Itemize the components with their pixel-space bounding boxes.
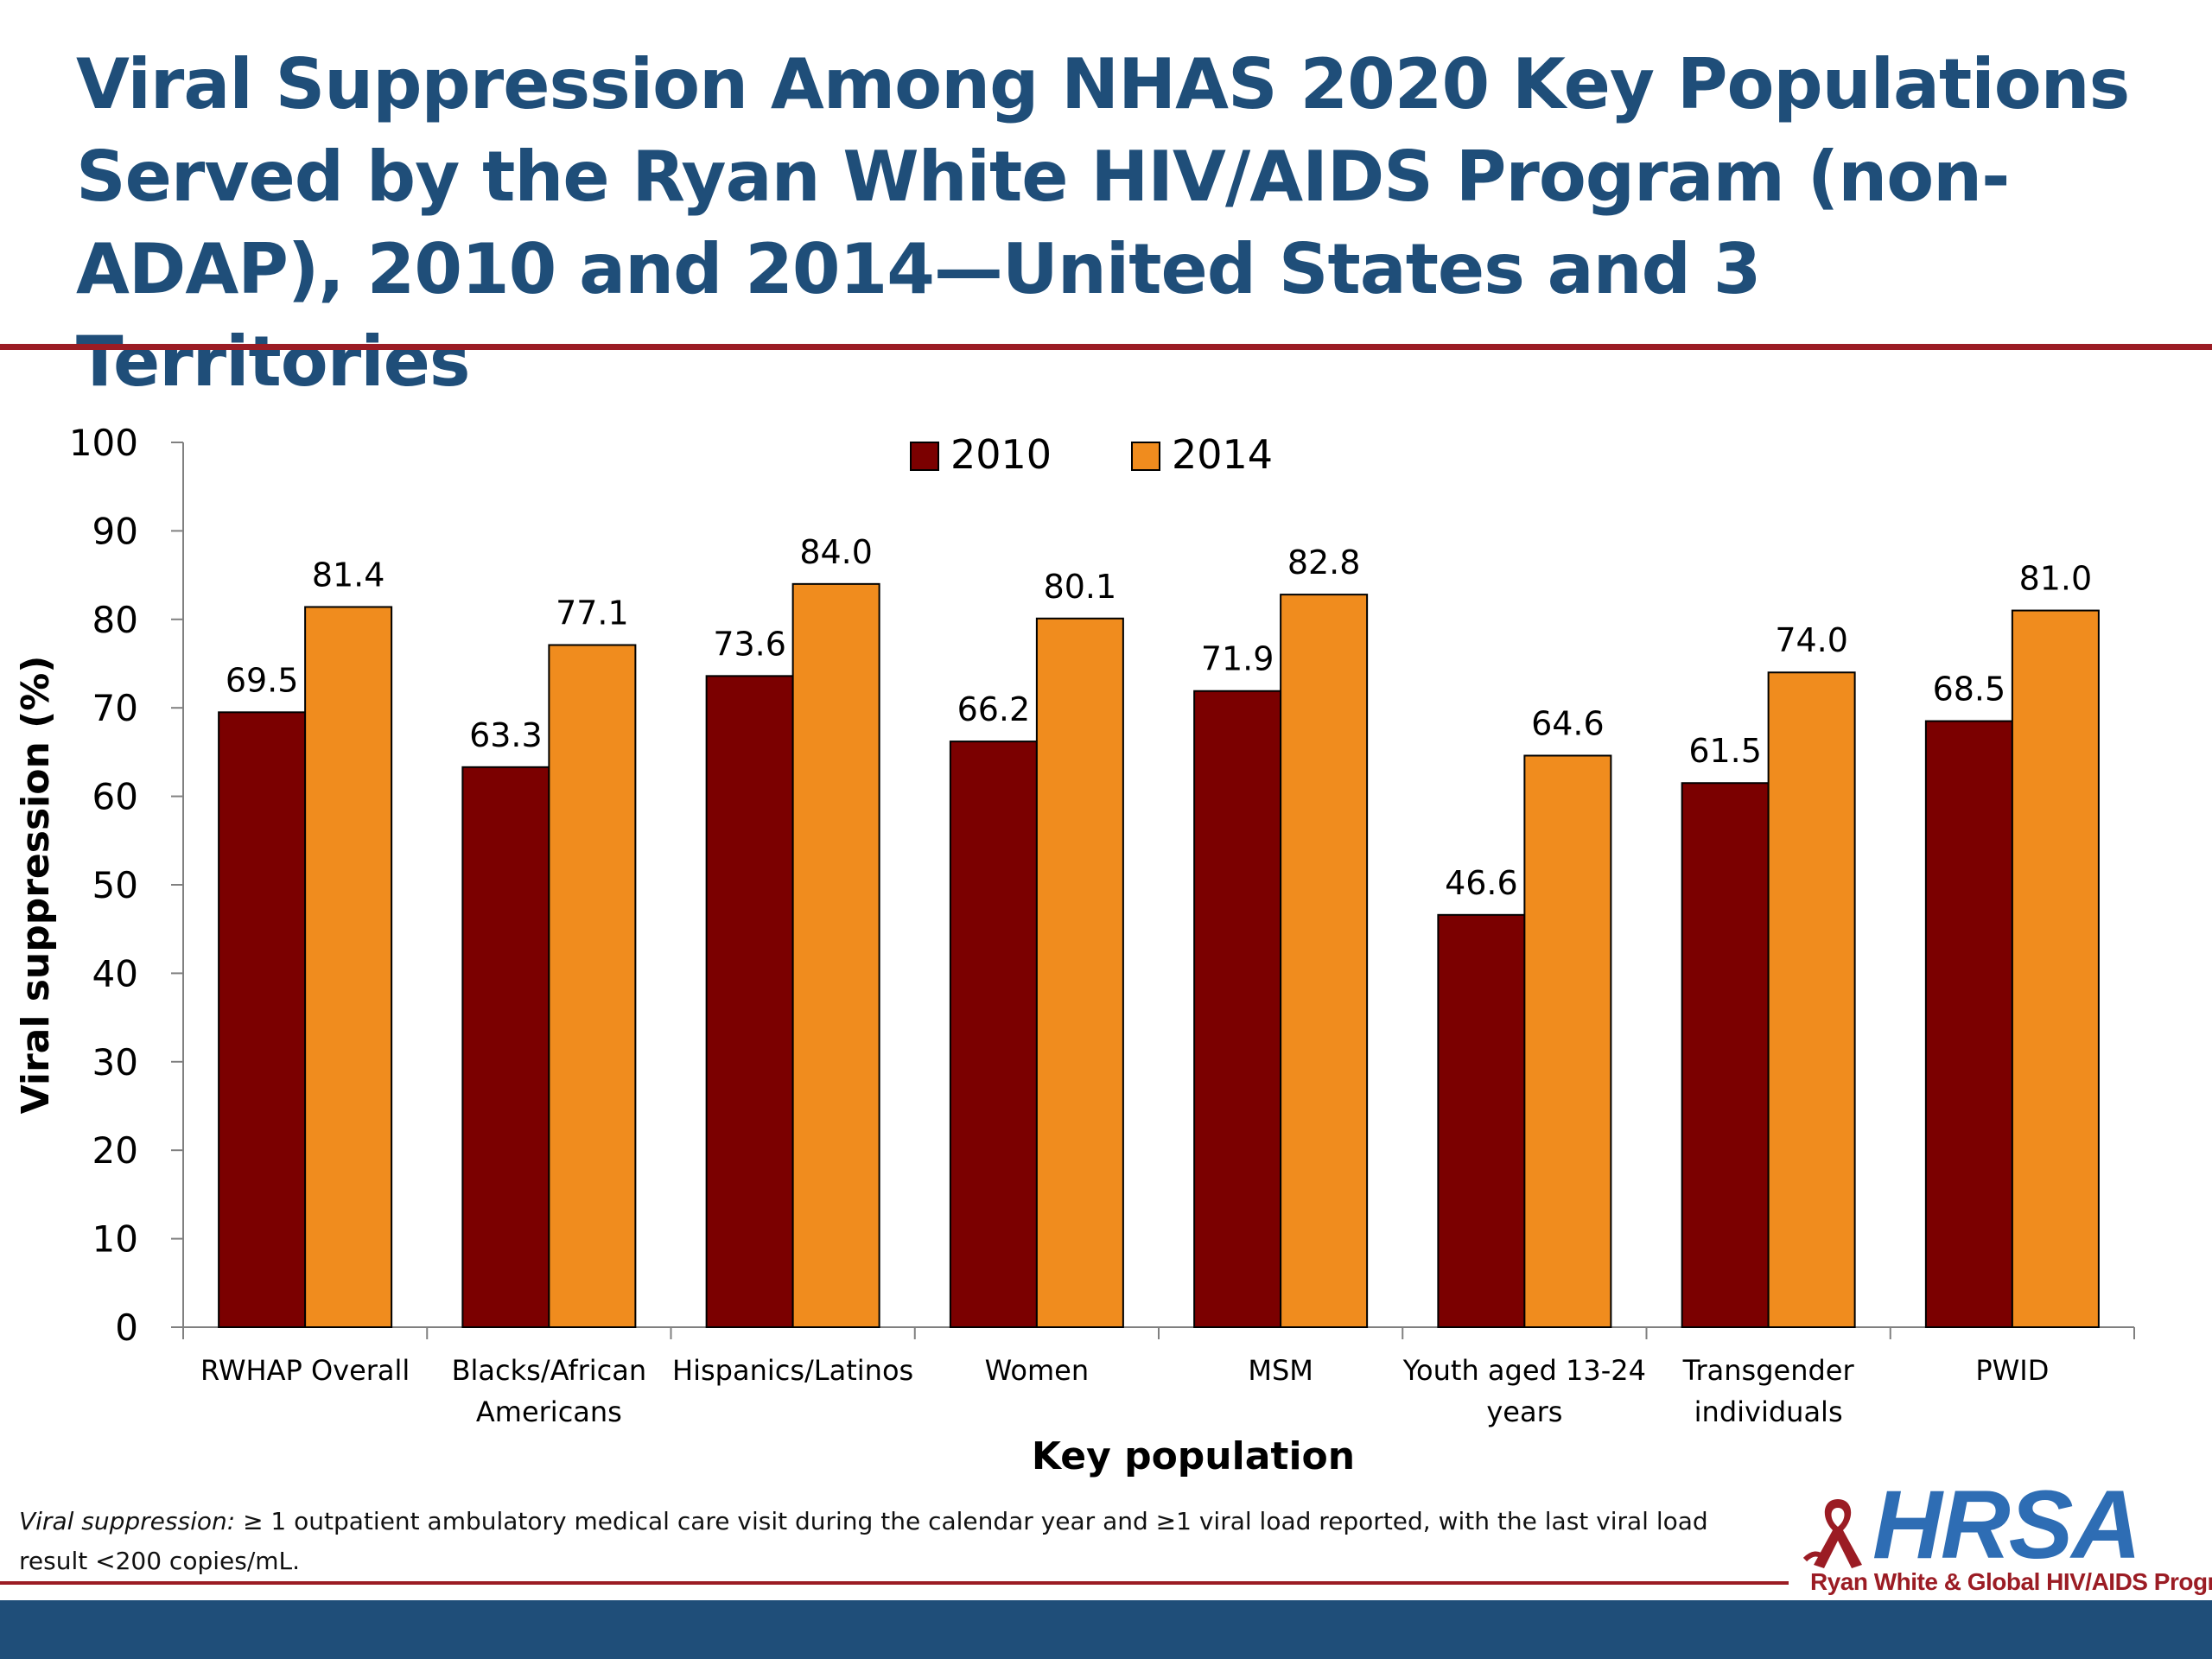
legend-label-2014: 2014 xyxy=(1172,431,1273,478)
legend-swatch-2014 xyxy=(1131,442,1160,471)
bottom-band xyxy=(0,1600,2212,1659)
y-tick-label: 60 xyxy=(92,776,138,818)
hrsa-logo: HRSA Ryan White & Global HIV/AIDS Progra… xyxy=(1802,1477,2212,1595)
data-label-2010: 66.2 xyxy=(957,690,1031,728)
y-tick-label: 80 xyxy=(92,599,138,641)
bar-2010 xyxy=(461,766,550,1328)
y-axis-title: Viral suppression (%) xyxy=(14,656,58,1115)
bar-2010 xyxy=(949,741,1038,1328)
y-tick-label: 100 xyxy=(69,422,138,464)
y-tick-label: 20 xyxy=(92,1129,138,1172)
y-tick-label: 0 xyxy=(115,1306,138,1349)
y-tick-label: 70 xyxy=(92,687,138,729)
data-label-2010: 71.9 xyxy=(1201,640,1274,678)
legend-swatch-2010 xyxy=(910,442,939,471)
data-label-2014: 82.8 xyxy=(1287,543,1361,582)
bar-2014 xyxy=(548,644,637,1328)
bar-2014 xyxy=(1280,594,1369,1328)
bar-2014 xyxy=(1523,754,1612,1328)
data-label-2010: 61.5 xyxy=(1688,732,1762,770)
legend-label-2010: 2010 xyxy=(950,431,1052,478)
data-label-2014: 64.6 xyxy=(1531,704,1605,742)
data-label-2014: 77.1 xyxy=(556,594,629,632)
x-tick-label: MSM xyxy=(1248,1354,1313,1387)
data-label-2010: 68.5 xyxy=(1933,671,2006,709)
footnote: Viral suppression: ≥ 1 outpatient ambula… xyxy=(19,1502,1773,1581)
bar-2014 xyxy=(791,582,880,1328)
footnote-term: Viral suppression: xyxy=(19,1507,236,1535)
data-label-2010: 46.6 xyxy=(1445,864,1518,902)
x-tick-label: Hispanics/Latinos xyxy=(672,1354,913,1387)
bar-2010 xyxy=(218,711,307,1328)
x-tick-label: Transgender xyxy=(1682,1354,1855,1387)
y-tick-label: 30 xyxy=(92,1041,138,1084)
data-label-2014: 74.0 xyxy=(1775,621,1848,659)
y-tick-label: 50 xyxy=(92,864,138,906)
footnote-text: ≥ 1 outpatient ambulatory medical care v… xyxy=(19,1507,1708,1575)
x-tick-label: Women xyxy=(985,1354,1089,1387)
x-tick-label: Blacks/African xyxy=(452,1354,647,1387)
y-tick-label: 10 xyxy=(92,1218,138,1261)
bar-2010 xyxy=(1193,690,1282,1328)
bar-2010 xyxy=(1437,913,1526,1329)
bar-2010 xyxy=(705,675,794,1328)
y-tick-label: 90 xyxy=(92,510,138,552)
bar-2010 xyxy=(1924,720,2013,1328)
x-tick-label: Youth aged 13-24 xyxy=(1402,1354,1646,1387)
x-tick-label: years xyxy=(1486,1395,1562,1428)
data-label-2014: 80.1 xyxy=(1044,568,1117,606)
x-tick-label: PWID xyxy=(1975,1354,2049,1387)
data-label-2014: 81.0 xyxy=(2019,560,2093,598)
data-label-2010: 73.6 xyxy=(713,625,786,663)
logo-wordmark: HRSA xyxy=(1872,1471,2141,1579)
x-axis-title: Key population xyxy=(1032,1434,1355,1478)
y-tick-label: 40 xyxy=(92,952,138,995)
title-divider xyxy=(0,344,2212,350)
x-tick-label: Americans xyxy=(476,1395,622,1428)
x-tick-label: individuals xyxy=(1694,1395,1843,1428)
bar-2014 xyxy=(304,606,393,1328)
bar-chart: 0 10 20 30 40 50 60 70 80 90 100 69.5 81.4 RWHAP Over… xyxy=(14,422,2135,1478)
data-label-2010: 69.5 xyxy=(226,661,299,699)
data-label-2010: 63.3 xyxy=(469,716,543,754)
x-tick-label: RWHAP Overall xyxy=(200,1354,410,1387)
bar-2014 xyxy=(1035,617,1124,1328)
red-ribbon-icon xyxy=(1803,1499,1862,1568)
bar-2014 xyxy=(1767,671,1856,1328)
bar-2010 xyxy=(1681,782,1770,1328)
bar-2014 xyxy=(2011,609,2100,1328)
data-label-2014: 81.4 xyxy=(312,556,385,594)
data-label-2014: 84.0 xyxy=(799,533,873,571)
chart-title: Viral Suppression Among NHAS 2020 Key Po… xyxy=(76,44,2130,402)
logo-subtitle: Ryan White & Global HIV/AIDS Programs xyxy=(1810,1568,2212,1595)
footer-divider xyxy=(0,1581,1789,1585)
